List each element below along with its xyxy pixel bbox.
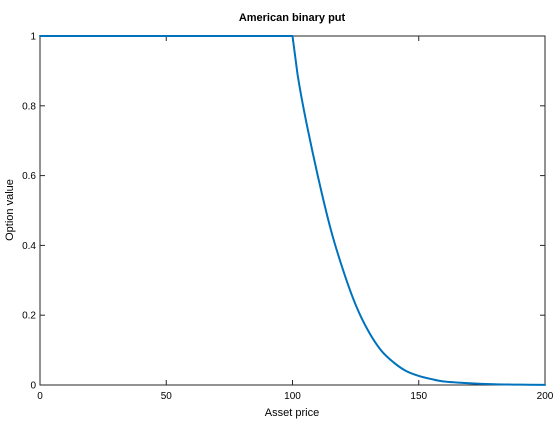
y-axis-label: Option value xyxy=(4,179,16,241)
y-tick-label: 0 xyxy=(30,381,36,392)
y-tick-label: 0.4 xyxy=(22,241,36,252)
y-tick-label: 0.8 xyxy=(22,101,36,112)
x-tick-label: 0 xyxy=(37,391,43,402)
chart-title: American binary put xyxy=(239,12,346,24)
y-tick-label: 1 xyxy=(30,32,36,43)
x-tick-label: 200 xyxy=(537,391,554,402)
x-axis-label: Asset price xyxy=(265,407,319,419)
y-tick-label: 0.6 xyxy=(22,171,36,182)
x-tick-label: 50 xyxy=(161,391,173,402)
y-tick-label: 0.2 xyxy=(22,311,36,322)
x-tick-label: 100 xyxy=(284,391,301,402)
x-tick-label: 150 xyxy=(410,391,427,402)
series-layer xyxy=(39,35,546,386)
series-line xyxy=(39,35,546,386)
